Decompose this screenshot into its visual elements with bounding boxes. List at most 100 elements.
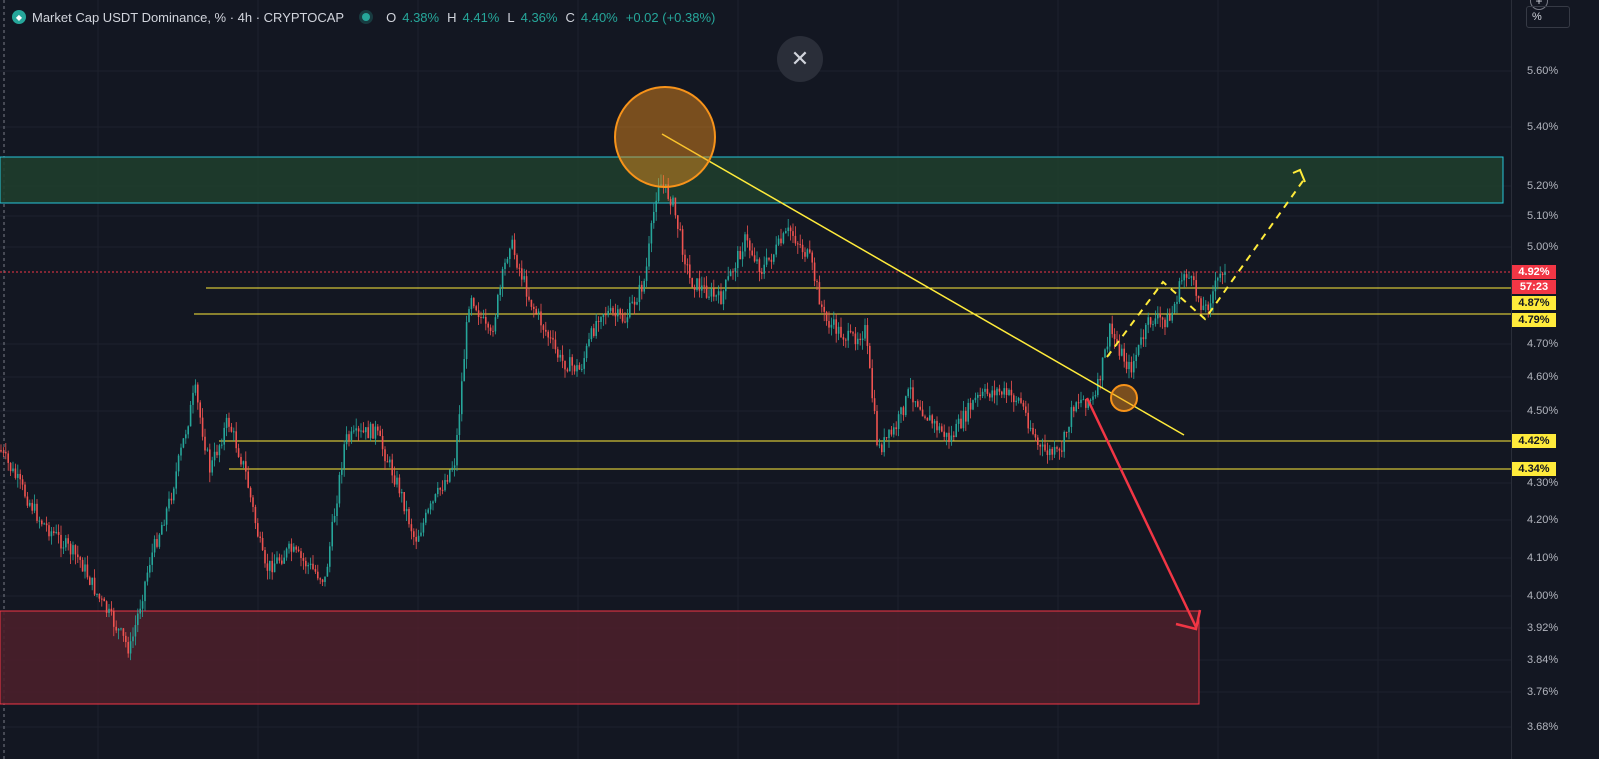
candle: [177, 455, 180, 472]
candle: [1058, 448, 1061, 451]
candle: [984, 388, 986, 392]
candle: [977, 394, 979, 398]
candle: [89, 577, 91, 585]
candle: [429, 503, 432, 510]
candle: [377, 426, 379, 431]
candle: [477, 310, 480, 318]
candle: [1085, 399, 1087, 408]
candle: [470, 298, 473, 310]
price-scale[interactable]: 5.60% 5.40% 5.20% 5.10% 5.00% 4.70% 4.60% 4.50%…: [1511, 0, 1599, 759]
candle: [156, 539, 158, 547]
candle: [955, 423, 957, 438]
candle: [710, 288, 713, 297]
candle: [29, 502, 31, 506]
candle: [585, 345, 588, 359]
candle: [1181, 280, 1183, 282]
candle: [91, 577, 93, 585]
candle: [26, 496, 29, 506]
candle: [24, 484, 26, 497]
chart-area[interactable]: ◆ Market Cap USDT Dominance, % · 4h · CR…: [0, 0, 1511, 759]
candle: [33, 503, 36, 511]
candle: [9, 462, 12, 472]
candle: [679, 228, 681, 230]
candle: [1020, 398, 1022, 403]
candle: [938, 426, 941, 431]
candle: [432, 501, 434, 504]
candle: [1154, 318, 1157, 325]
candle: [21, 479, 24, 485]
candle: [979, 394, 981, 397]
candle: [77, 554, 79, 558]
candle: [837, 326, 840, 334]
candle: [657, 185, 660, 201]
candle: [701, 285, 703, 291]
candle: [264, 550, 266, 564]
candle: [1118, 344, 1121, 356]
candle: [686, 264, 689, 266]
candle: [62, 547, 65, 549]
candle: [1140, 337, 1142, 345]
candle: [458, 414, 461, 436]
percent-scale-button[interactable]: %: [1526, 6, 1570, 28]
candle: [297, 549, 300, 552]
candle: [137, 613, 139, 626]
candle: [261, 538, 264, 551]
candle: [902, 407, 905, 416]
candle: [17, 473, 19, 478]
price-tick: 4.30%: [1527, 477, 1559, 489]
candle: [425, 512, 427, 523]
candle: [86, 564, 89, 578]
candle: [921, 409, 924, 417]
candle: [1185, 274, 1188, 278]
candle: [703, 285, 705, 287]
candle: [5, 451, 7, 454]
candle: [945, 432, 948, 437]
candle: [549, 337, 552, 339]
candle: [1104, 349, 1106, 358]
close-icon: ✕: [790, 46, 810, 71]
candle: [540, 311, 542, 326]
candle: [465, 322, 468, 360]
candle: [1101, 357, 1104, 381]
candle: [338, 474, 341, 504]
candle: [348, 434, 350, 441]
candle: [609, 307, 612, 311]
candle: [729, 271, 732, 277]
candle: [379, 430, 381, 436]
candle: [403, 491, 405, 512]
candle: [1217, 277, 1219, 281]
candle: [341, 468, 343, 475]
candle: [201, 417, 204, 437]
candle: [365, 427, 367, 433]
high-value: 4.41%: [462, 9, 500, 25]
candle: [362, 430, 365, 433]
candle: [240, 456, 242, 465]
candle: [600, 317, 602, 323]
candle: [141, 601, 144, 609]
candle: [74, 545, 77, 555]
candle: [535, 308, 537, 314]
price-tick: 4.60%: [1527, 371, 1559, 383]
candle: [900, 407, 902, 415]
candle: [660, 184, 662, 186]
candle: [734, 267, 737, 272]
candle: [849, 330, 852, 333]
candle: [708, 296, 710, 298]
candle: [1015, 400, 1017, 403]
candle: [449, 470, 451, 482]
candle: [698, 278, 701, 291]
candle: [948, 432, 950, 442]
candle: [1056, 447, 1058, 449]
candle: [48, 525, 50, 537]
candle: [1051, 448, 1053, 455]
candle: [773, 254, 775, 262]
candle: [528, 296, 530, 300]
candle: [485, 317, 487, 324]
candle: [194, 384, 197, 393]
candle: [576, 365, 578, 372]
candle: [72, 545, 74, 555]
candle: [180, 447, 182, 456]
close-button[interactable]: ✕: [777, 36, 823, 82]
candle: [1200, 298, 1202, 310]
chart-canvas[interactable]: [0, 0, 1511, 759]
